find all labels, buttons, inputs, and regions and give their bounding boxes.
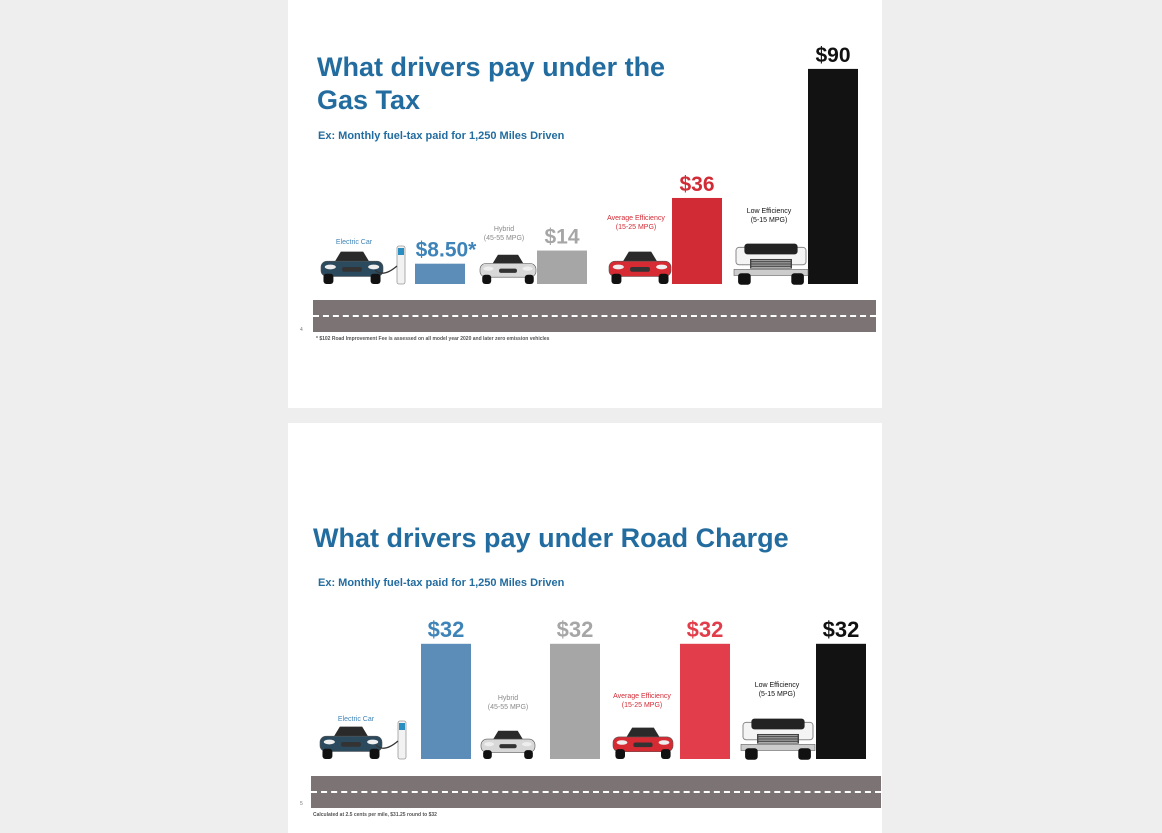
category-label-2: Hybrid (45-55 MPG) bbox=[484, 226, 524, 242]
car-car-icon bbox=[612, 727, 674, 759]
car-car-icon bbox=[319, 726, 383, 759]
bar-4 bbox=[808, 68, 858, 285]
bar-value-label-2: $32 bbox=[557, 617, 594, 642]
truck-car-icon bbox=[733, 243, 809, 285]
slide-road-charge: What drivers pay under Road Charge Ex: M… bbox=[288, 423, 882, 833]
ev-charger-icon bbox=[375, 720, 407, 760]
road-graphic bbox=[311, 776, 881, 808]
category-label-2: Hybrid (45-55 MPG) bbox=[488, 695, 528, 711]
bar-1 bbox=[421, 643, 471, 759]
category-label-4: Low Efficiency (5-15 MPG) bbox=[747, 208, 792, 224]
bar-2 bbox=[550, 643, 600, 759]
chart-subtitle: Ex: Monthly fuel-tax paid for 1,250 Mile… bbox=[318, 130, 565, 142]
car-car-icon bbox=[320, 251, 384, 284]
bar-value-label-2: $14 bbox=[544, 226, 579, 249]
category-label-3: Average Efficiency (15-25 MPG) bbox=[607, 215, 665, 231]
bar-1 bbox=[415, 263, 465, 284]
category-label-4: Low Efficiency (5-15 MPG) bbox=[755, 682, 800, 698]
category-label-1: Electric Car bbox=[336, 239, 373, 246]
bar-value-label-4: $32 bbox=[823, 617, 860, 642]
bar-value-label-1: $32 bbox=[428, 617, 465, 642]
footnote: * $102 Road Improvement Fee is assessed … bbox=[316, 336, 550, 342]
bar-value-label-3: $36 bbox=[679, 173, 714, 196]
bar-chart-gas-tax: $8.50* $14 $36 $90 Electric Car Hybrid (45-55 … bbox=[320, 44, 858, 285]
page-number: 5 bbox=[300, 801, 303, 807]
chart-title: What drivers pay under the Gas Tax bbox=[317, 52, 666, 115]
bar-chart-road-charge: $32 $32 $32 $32 Electric Car Hybrid (45-55 MPG… bbox=[319, 617, 866, 760]
slide-gas-tax: What drivers pay under the Gas Tax Ex: M… bbox=[288, 0, 882, 408]
car-car-icon bbox=[479, 254, 537, 284]
ev-charger-icon bbox=[374, 245, 406, 285]
bar-2 bbox=[537, 250, 587, 284]
bar-4 bbox=[816, 643, 866, 759]
car-car-icon bbox=[608, 251, 672, 284]
car-car-icon bbox=[480, 730, 536, 759]
chart-title: What drivers pay under Road Charge bbox=[313, 523, 789, 553]
bar-value-label-3: $32 bbox=[687, 617, 724, 642]
bar-value-label-1: $8.50* bbox=[416, 239, 478, 262]
truck-car-icon bbox=[740, 718, 816, 760]
page-number: 4 bbox=[300, 327, 303, 333]
bar-value-label-4: $90 bbox=[815, 44, 850, 67]
category-label-3: Average Efficiency (15-25 MPG) bbox=[613, 693, 671, 709]
category-label-1: Electric Car bbox=[338, 716, 375, 723]
footnote: Calculated at 2.5 cents per mile, $31.25… bbox=[313, 812, 437, 818]
chart-subtitle: Ex: Monthly fuel-tax paid for 1,250 Mile… bbox=[318, 577, 565, 589]
bar-3 bbox=[680, 643, 730, 759]
road-graphic bbox=[313, 300, 876, 332]
bar-3 bbox=[672, 197, 722, 284]
